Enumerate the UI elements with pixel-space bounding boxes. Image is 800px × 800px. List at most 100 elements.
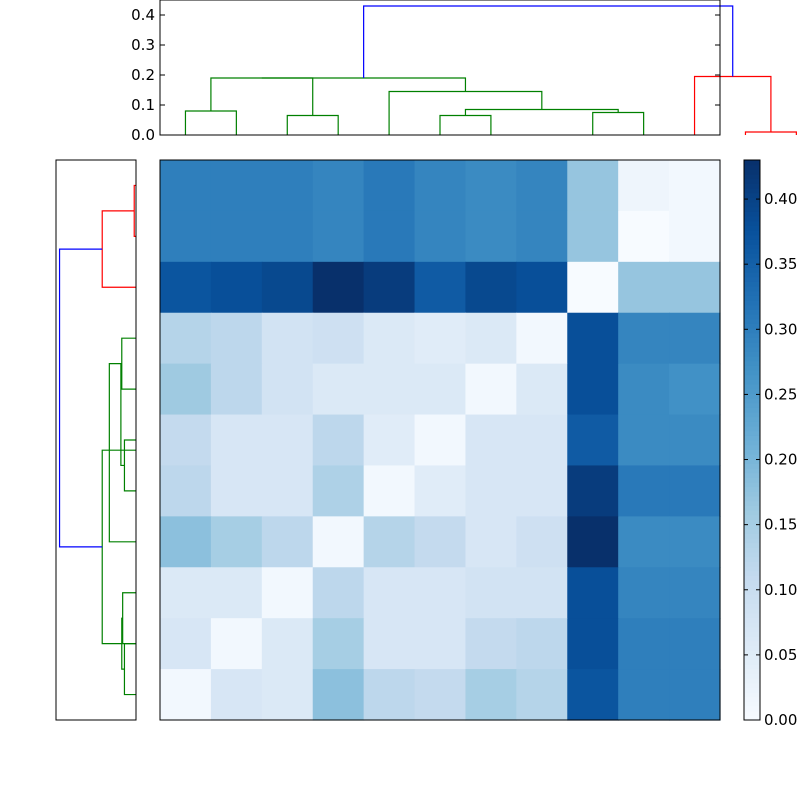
dendrogram-link bbox=[101, 449, 136, 645]
colorbar-segment bbox=[744, 463, 760, 469]
heatmap-cell bbox=[261, 618, 314, 670]
colorbar-segment bbox=[744, 626, 760, 632]
heatmap-cell bbox=[516, 669, 568, 721]
colorbar-segment bbox=[744, 164, 760, 170]
heatmap-cell bbox=[160, 516, 212, 568]
heatmap-cell bbox=[363, 312, 416, 365]
colorbar-segment bbox=[744, 365, 760, 371]
dendrogram-link bbox=[592, 111, 645, 135]
colorbar-segment bbox=[744, 444, 760, 450]
colorbar-segment bbox=[744, 538, 760, 544]
dendrogram-link bbox=[122, 592, 136, 645]
colorbar-segment bbox=[744, 272, 760, 278]
heatmap-cell bbox=[414, 465, 467, 517]
colorbar-segment bbox=[744, 668, 760, 674]
heatmap-cell bbox=[312, 669, 365, 721]
heatmap-cell bbox=[669, 363, 721, 416]
colorbar-segment bbox=[744, 332, 760, 338]
heatmap-cell bbox=[312, 210, 365, 263]
heatmap-cell bbox=[261, 516, 314, 568]
heatmap-cell bbox=[160, 363, 212, 416]
heatmap-cell bbox=[210, 160, 263, 212]
colorbar-segment bbox=[744, 622, 760, 628]
heatmap-cell bbox=[567, 618, 619, 670]
heatmap-cell bbox=[363, 567, 416, 619]
colorbar-segment bbox=[744, 416, 760, 422]
heatmap-cell bbox=[363, 465, 416, 517]
colorbar-segment bbox=[744, 505, 760, 511]
colorbar-segment bbox=[744, 584, 760, 590]
heatmap-cell bbox=[465, 414, 517, 467]
left-dendrogram bbox=[55, 159, 137, 721]
heatmap-cell bbox=[160, 210, 212, 263]
heatmap-cell bbox=[414, 669, 467, 721]
colorbar-tick-label: 0.35 bbox=[764, 255, 797, 273]
heatmap-cell bbox=[363, 414, 416, 467]
heatmap-cell bbox=[516, 516, 568, 568]
colorbar-segment bbox=[744, 262, 760, 268]
colorbar-segment bbox=[744, 519, 760, 525]
colorbar-segment bbox=[744, 216, 760, 222]
colorbar-tick-label: 0.25 bbox=[764, 385, 797, 403]
heatmap-cell bbox=[567, 567, 619, 619]
heatmap-cell bbox=[210, 618, 263, 670]
heatmap-cell bbox=[618, 618, 670, 670]
heatmap-cell bbox=[160, 312, 212, 365]
colorbar-tick-label: 0.40 bbox=[764, 190, 797, 208]
colorbar-segment bbox=[744, 706, 760, 712]
heatmap-cell bbox=[669, 312, 721, 365]
heatmap-cell bbox=[414, 363, 467, 416]
colorbar-segment bbox=[744, 580, 760, 586]
left-dendrogram-frame bbox=[55, 159, 137, 721]
colorbar-segment bbox=[744, 500, 760, 506]
heatmap-cell bbox=[516, 363, 568, 416]
colorbar-segment bbox=[744, 393, 760, 399]
heatmap-cell bbox=[669, 210, 721, 263]
heatmap-cell bbox=[618, 160, 670, 212]
heatmap-cell bbox=[516, 312, 568, 365]
heatmap-cell bbox=[618, 567, 670, 619]
heatmap-cell bbox=[312, 261, 365, 314]
colorbar-segment bbox=[744, 244, 760, 250]
heatmap-cell bbox=[363, 363, 416, 416]
heatmap-cell bbox=[210, 312, 263, 365]
heatmap-cell bbox=[261, 414, 314, 467]
colorbar-segment bbox=[744, 328, 760, 334]
colorbar-segment bbox=[744, 314, 760, 320]
heatmap-cell bbox=[160, 567, 212, 619]
colorbar-segment bbox=[744, 468, 760, 474]
colorbar-segment bbox=[744, 188, 760, 194]
dendrogram-link bbox=[363, 5, 734, 78]
colorbar-segment bbox=[744, 561, 760, 567]
colorbar-segment bbox=[744, 542, 760, 548]
heatmap-cell bbox=[160, 465, 212, 517]
dendrogram-link bbox=[210, 77, 314, 116]
colorbar-segment bbox=[744, 472, 760, 478]
colorbar-segment bbox=[744, 673, 760, 679]
colorbar-segment bbox=[744, 570, 760, 576]
colorbar-segment bbox=[744, 486, 760, 492]
heatmap-cell bbox=[669, 567, 721, 619]
heatmap-cell bbox=[210, 261, 263, 314]
colorbar-tick-label: 0.05 bbox=[764, 646, 797, 664]
heatmap-cell bbox=[312, 567, 365, 619]
heatmap-cell bbox=[312, 414, 365, 467]
heatmap-cell bbox=[160, 618, 212, 670]
heatmap-cell bbox=[567, 210, 619, 263]
colorbar-segment bbox=[744, 426, 760, 432]
dendrogram-link bbox=[101, 210, 136, 288]
heatmap-cell bbox=[516, 414, 568, 467]
heatmap-frame bbox=[159, 159, 721, 721]
heatmap-cell bbox=[414, 516, 467, 568]
heatmap-cell bbox=[618, 210, 670, 263]
colorbar-segment bbox=[744, 510, 760, 516]
heatmap-cell bbox=[465, 312, 517, 365]
heatmap-cell bbox=[516, 160, 568, 212]
colorbar-segment bbox=[744, 398, 760, 404]
top-dendrogram-tick-label: 0.4 bbox=[131, 6, 155, 24]
colorbar-segment bbox=[744, 370, 760, 376]
colorbar-segment bbox=[744, 594, 760, 600]
colorbar-segment bbox=[744, 710, 760, 716]
heatmap-cell bbox=[618, 465, 670, 517]
dendrogram-link bbox=[108, 363, 136, 543]
